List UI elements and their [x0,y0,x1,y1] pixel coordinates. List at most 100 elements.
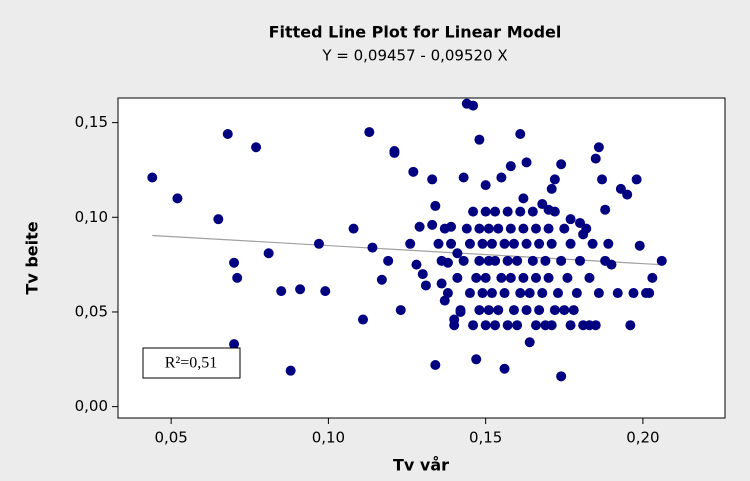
point [493,305,504,316]
point [480,320,491,331]
point [490,206,501,217]
chart-title: Fitted Line Plot for Linear Model [269,23,562,42]
point [546,320,557,331]
x-tick-label: 0,20 [626,429,659,447]
point [631,174,642,185]
point [587,238,598,249]
point [502,320,513,331]
point [483,305,494,316]
point [383,255,394,266]
point [427,174,438,185]
point [348,223,359,234]
point [461,223,472,234]
point [436,255,447,266]
point [505,223,516,234]
point [464,238,475,249]
chart-subtitle: Y = 0,09457 - 0,09520 X [321,47,507,65]
point [446,238,457,249]
point [612,288,623,299]
point [540,255,551,266]
point [530,272,541,283]
point [471,272,482,283]
point [508,238,519,249]
point [496,272,507,283]
point [518,223,529,234]
point [213,214,224,225]
point [433,238,444,249]
point [584,272,595,283]
point [562,272,573,283]
point [515,288,526,299]
point [430,200,441,211]
point [420,280,431,291]
point [565,214,576,225]
point [320,286,331,297]
point [530,223,541,234]
point [543,272,554,283]
point [575,255,586,266]
point [458,172,469,183]
point [468,100,479,111]
point [405,238,416,249]
point [593,288,604,299]
point [474,134,485,145]
y-tick-label: 0,05 [75,302,108,320]
point [534,238,545,249]
point [515,128,526,139]
point [527,255,538,266]
point [276,286,287,297]
y-tick-label: 0,10 [75,208,108,226]
point [600,255,611,266]
point [452,272,463,283]
y-tick-label: 0,00 [75,397,108,415]
x-tick-label: 0,05 [154,429,187,447]
point [530,320,541,331]
point [505,161,516,172]
point [474,223,485,234]
point [458,255,469,266]
point [628,288,639,299]
point [496,172,507,183]
point [644,288,655,299]
point [263,248,274,259]
point [376,274,387,285]
point [474,255,485,266]
point [439,223,450,234]
point [556,255,567,266]
x-tick-label: 0,10 [312,429,345,447]
point [499,238,510,249]
point [480,272,491,283]
point [417,269,428,280]
point [468,320,479,331]
point [559,223,570,234]
point [597,174,608,185]
point [427,219,438,230]
point [313,238,324,249]
point [229,339,240,350]
point [565,238,576,249]
point [537,288,548,299]
point [571,288,582,299]
point [442,288,453,299]
point [656,255,667,266]
point [229,257,240,268]
x-tick-label: 0,15 [469,429,502,447]
point [556,159,567,170]
point [490,320,501,331]
point [546,238,557,249]
point [430,359,441,370]
y-tick-label: 0,15 [75,113,108,131]
point [367,242,378,253]
point [543,223,554,234]
annotation-box [142,347,241,379]
point [502,255,513,266]
point [414,221,425,232]
point [464,288,475,299]
point [590,153,601,164]
point [232,272,243,283]
point [527,206,538,217]
point [408,166,419,177]
point [512,320,523,331]
annotation: R²=0,51 [165,355,218,372]
